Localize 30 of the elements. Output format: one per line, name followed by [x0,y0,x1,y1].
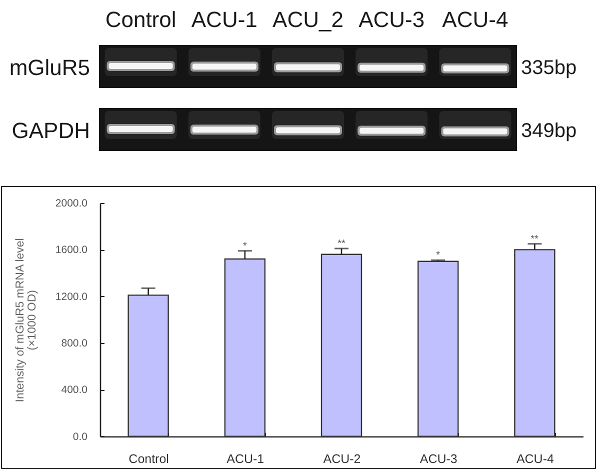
bar [514,249,556,437]
annotation: * [242,240,247,252]
annotation: ** [338,238,346,250]
bar [224,258,266,437]
text: ACU-3 [358,7,425,32]
text: 335bp [521,57,577,79]
x-tick-label: ACU-2 [323,452,361,466]
annotation: * [436,250,440,262]
bar [128,294,169,437]
x-tick-label: ACU-4 [516,452,554,466]
x-tick-label: ACU-1 [226,452,264,466]
text: ACU-4 [442,7,508,32]
text: Control [105,7,176,32]
text: ACU-1 [191,7,258,32]
y-axis-title: Intensity of mGluR5 mRNA level (×1000 OD) [14,238,38,402]
y-tick-label: 400.0 [61,385,88,396]
y-tick-label: 0.0 [72,432,88,443]
bar [320,254,362,437]
x-tick-label: Control [128,452,169,466]
y-tick-label: 1200.0 [55,292,88,303]
y-tick-label: 1600.0 [55,245,88,256]
text: ACU_2 [272,7,344,32]
y-tick-label: 2000.0 [55,198,88,210]
y-tick-label: 800.0 [61,338,88,350]
text: mGluR5 [9,55,90,80]
text: GAPDH [12,118,90,143]
text: 349bp [521,120,577,142]
x-tick-label: ACU-3 [420,452,458,466]
bar [418,260,459,437]
annotation: ** [530,234,539,245]
